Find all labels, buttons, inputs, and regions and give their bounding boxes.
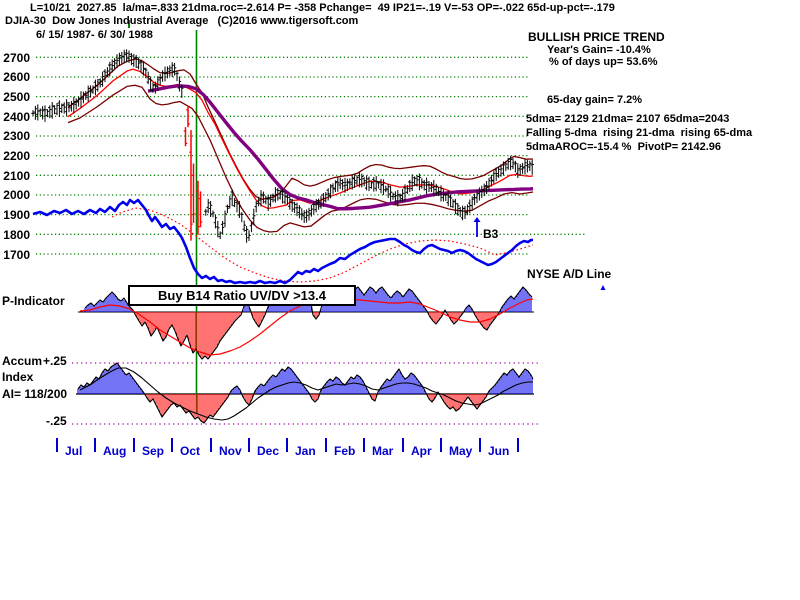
dma65-line <box>147 84 534 211</box>
accum-index-ma <box>79 367 533 421</box>
price-bars <box>31 49 534 243</box>
ad-ma-dotted <box>111 207 534 283</box>
ad-line <box>32 198 533 285</box>
price-bands <box>67 58 534 233</box>
month-ticks <box>56 438 519 452</box>
accum-index-bars <box>77 362 534 424</box>
b3-arrow <box>473 217 481 237</box>
price-gridlines <box>36 56 586 255</box>
buy-signal-box: Buy B14 Ratio UV/DV >13.4 <box>128 285 356 306</box>
crash-bars <box>183 105 203 241</box>
buy-signal-text: Buy B14 Ratio UV/DV >13.4 <box>158 288 326 303</box>
indicator-baselines <box>76 311 534 395</box>
stray-blue-mark <box>600 285 606 290</box>
